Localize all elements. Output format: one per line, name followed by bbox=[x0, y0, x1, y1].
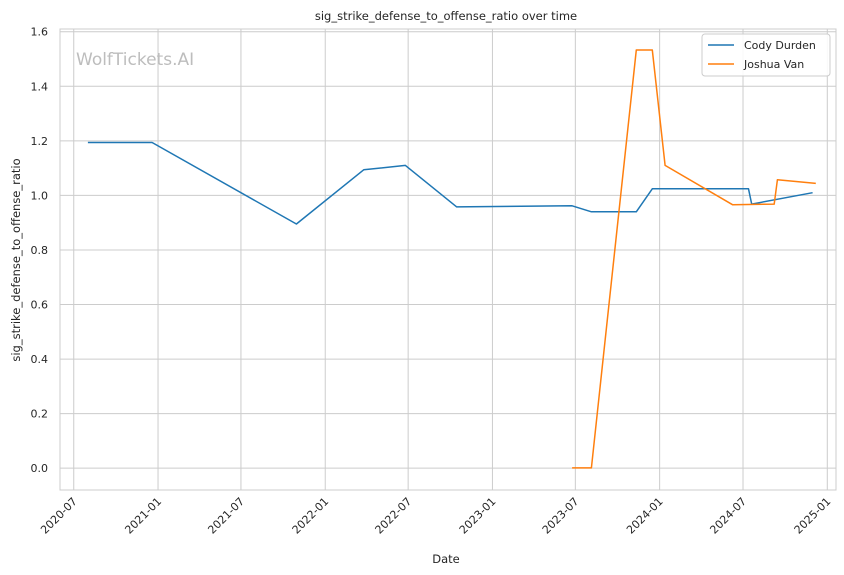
x-tick-label: 2022-01 bbox=[290, 495, 332, 537]
y-axis-ticks: 0.0 0.2 0.4 0.6 0.8 1.0 1.2 1.4 1.6 bbox=[31, 26, 49, 475]
series-line-1 bbox=[572, 49, 816, 469]
series-lines bbox=[87, 49, 816, 469]
x-tick-label: 2025-01 bbox=[792, 495, 834, 537]
y-tick-label: 0.8 bbox=[31, 244, 49, 257]
series-line-0 bbox=[87, 141, 813, 225]
y-axis-label: sig_strike_defense_to_offense_ratio bbox=[9, 158, 23, 361]
y-tick-label: 0.2 bbox=[31, 408, 49, 421]
x-tick-label: 2022-07 bbox=[373, 495, 415, 537]
plot-area-frame bbox=[59, 28, 837, 491]
watermark: WolfTickets.AI bbox=[76, 50, 194, 70]
y-tick-label: 0.6 bbox=[31, 299, 49, 312]
gridlines bbox=[60, 29, 836, 490]
x-tick-label: 2021-01 bbox=[122, 495, 164, 537]
x-axis-ticks: 2020-07 2021-01 2021-07 2022-01 2022-07 2023-… bbox=[38, 495, 833, 537]
y-tick-label: 1.6 bbox=[31, 26, 49, 39]
x-tick-label: 2020-07 bbox=[38, 495, 80, 537]
x-tick-label: 2024-01 bbox=[624, 495, 666, 537]
x-axis-label: Date bbox=[432, 552, 460, 566]
y-tick-label: 1.2 bbox=[31, 135, 49, 148]
y-tick-label: 0.4 bbox=[31, 353, 49, 366]
y-tick-label: 0.0 bbox=[31, 462, 49, 475]
y-tick-label: 1.0 bbox=[31, 189, 49, 202]
legend-entry-0: Cody Durden bbox=[744, 39, 816, 52]
x-tick-label: 2023-07 bbox=[540, 495, 582, 537]
legend: Cody Durden Joshua Van bbox=[701, 33, 831, 77]
y-tick-label: 1.4 bbox=[31, 80, 49, 93]
legend-entry-1: Joshua Van bbox=[743, 58, 804, 71]
x-tick-label: 2024-07 bbox=[707, 495, 749, 537]
x-tick-label: 2021-07 bbox=[205, 495, 247, 537]
x-tick-label: 2023-01 bbox=[457, 495, 499, 537]
chart-title: sig_strike_defense_to_offense_ratio over… bbox=[315, 9, 577, 23]
